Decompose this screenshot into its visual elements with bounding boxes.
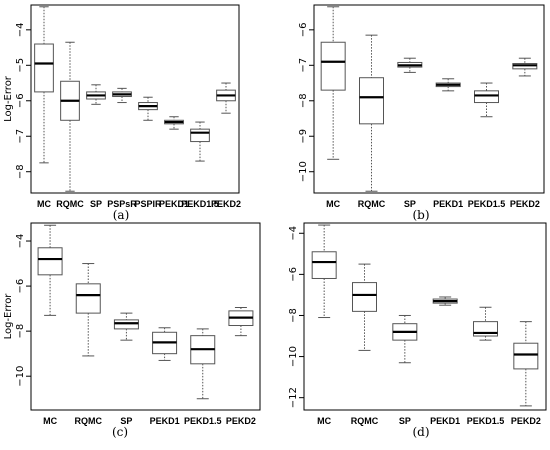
x-tick-label: PEKD2 [511, 416, 541, 426]
box-sp [113, 312, 139, 341]
x-tick-label: PEKD1 [430, 416, 460, 426]
iqr-box [311, 251, 337, 279]
iqr-box [190, 128, 210, 143]
x-tick-label: SP [404, 199, 416, 209]
y-tick-label: −12 [288, 387, 299, 408]
box-pekd2 [228, 306, 254, 337]
box-pekd2 [216, 82, 236, 114]
x-tick-label: MC [326, 199, 340, 209]
iqr-box [75, 283, 101, 314]
box-pekd1 [164, 116, 184, 130]
x-tick-label: RQMC [351, 416, 379, 426]
plot-frame [313, 4, 545, 194]
box-pekd1 [432, 296, 458, 306]
plot-frame [303, 222, 547, 411]
y-tick-label: −10 [288, 346, 299, 367]
y-tick-label: −4 [15, 234, 26, 249]
y-axis-label: Log-Error [3, 75, 14, 122]
box-sp [397, 57, 423, 73]
x-tick-label: MC [37, 199, 51, 209]
x-tick-label: RQMC [358, 199, 386, 209]
plot-frame [30, 222, 261, 411]
x-tick-label: PEKD1 [433, 199, 463, 209]
y-tick-label: −8 [288, 308, 299, 323]
iqr-box [113, 319, 139, 330]
y-tick-label: −7 [15, 129, 26, 144]
box-pekd1 [152, 327, 178, 361]
y-tick-label: −6 [15, 279, 26, 294]
y-tick-label: −6 [298, 22, 309, 37]
box-rqmc [75, 263, 101, 357]
y-tick-label: −10 [15, 366, 26, 387]
y-tick-label: −10 [298, 161, 309, 182]
x-tick-label: PEKD1 [159, 199, 189, 209]
box-rqmc [60, 41, 80, 192]
y-tick-label: −4 [288, 226, 299, 241]
iqr-box [359, 77, 384, 125]
x-tick-label: RQMC [75, 416, 103, 426]
x-tick-label: SP [399, 416, 411, 426]
x-tick-label: PEKD1.5 [181, 199, 219, 209]
x-tick-label: PSPsR [107, 199, 137, 209]
chart-panel-2: −6 −7 −8 −9 −10 MC RQMC SP PEKD1 PEKD1.5 PEKD2 (b) [298, 4, 545, 222]
chart-panel-4: −4 −6 −8 −10 −12 MC RQMC SP PEKD1 PEKD1.5 PEKD2 (d) [288, 222, 547, 439]
x-tick-label: PSPIR [134, 199, 162, 209]
box-pekd1-5 [474, 82, 499, 118]
y-tick-label: −5 [15, 58, 26, 73]
box-pspsr [112, 87, 132, 104]
iqr-box [34, 43, 54, 93]
x-tick-label: PEKD1.5 [184, 416, 222, 426]
x-tick-label: PEKD1.5 [468, 199, 506, 209]
panel-label: (b) [412, 208, 429, 222]
panel-label: (c) [112, 425, 128, 439]
y-tick-label: −4 [15, 22, 26, 37]
plot-frame [30, 4, 240, 194]
box-pekd1-5 [473, 306, 498, 341]
x-tick-label: SP [120, 416, 132, 426]
iqr-box [352, 282, 377, 312]
box-pekd2 [513, 321, 539, 407]
box-mc [311, 224, 337, 319]
x-tick-label: PEKD2 [211, 199, 241, 209]
box-pspir [138, 96, 158, 121]
y-tick-label: −8 [15, 164, 26, 179]
panel-label: (a) [113, 208, 130, 222]
panel-label: (d) [412, 425, 429, 439]
x-tick-label: MC [317, 416, 331, 426]
y-tick-label: −7 [298, 58, 309, 73]
y-tick-label: −6 [288, 267, 299, 282]
box-pekd1 [435, 78, 461, 92]
box-pekd2 [512, 57, 538, 77]
box-pekd1-5 [190, 121, 210, 162]
box-mc [320, 6, 346, 160]
y-tick-label: −8 [298, 93, 309, 108]
box-sp [392, 314, 418, 364]
x-tick-label: MC [43, 416, 57, 426]
box-pekd1-5 [190, 328, 216, 400]
iqr-box [474, 90, 499, 104]
x-tick-label: PEKD1 [150, 416, 180, 426]
iqr-box [513, 342, 539, 370]
y-tick-label: −9 [298, 129, 309, 144]
x-tick-label: PEKD2 [226, 416, 256, 426]
x-tick-label: PEKD2 [510, 199, 540, 209]
iqr-box [320, 41, 346, 91]
box-rqmc [352, 263, 377, 351]
box-sp [86, 84, 106, 105]
box-mc [34, 6, 54, 164]
y-tick-label: −8 [15, 324, 26, 339]
x-tick-label: SP [90, 199, 102, 209]
x-tick-label: PEKD1.5 [467, 416, 505, 426]
box-mc [37, 224, 63, 316]
box-rqmc [359, 34, 384, 192]
y-axis-label: Log-Error [3, 293, 14, 340]
y-tick-label: −6 [15, 93, 26, 108]
iqr-box [37, 247, 63, 276]
x-tick-label: RQMC [56, 199, 84, 209]
chart-panel-3: −4 −6 −8 −10 Log-Error MC RQMC SP PEKD1 PEKD1.5 PE… [3, 222, 261, 439]
